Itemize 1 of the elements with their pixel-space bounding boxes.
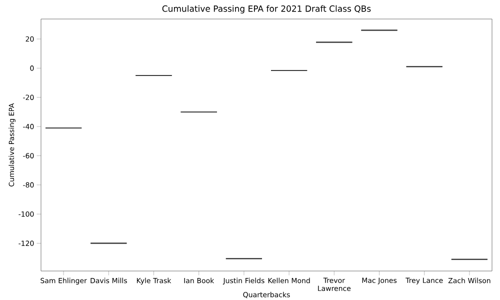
chart-title: Cumulative Passing EPA for 2021 Draft Class QBs <box>162 5 371 14</box>
